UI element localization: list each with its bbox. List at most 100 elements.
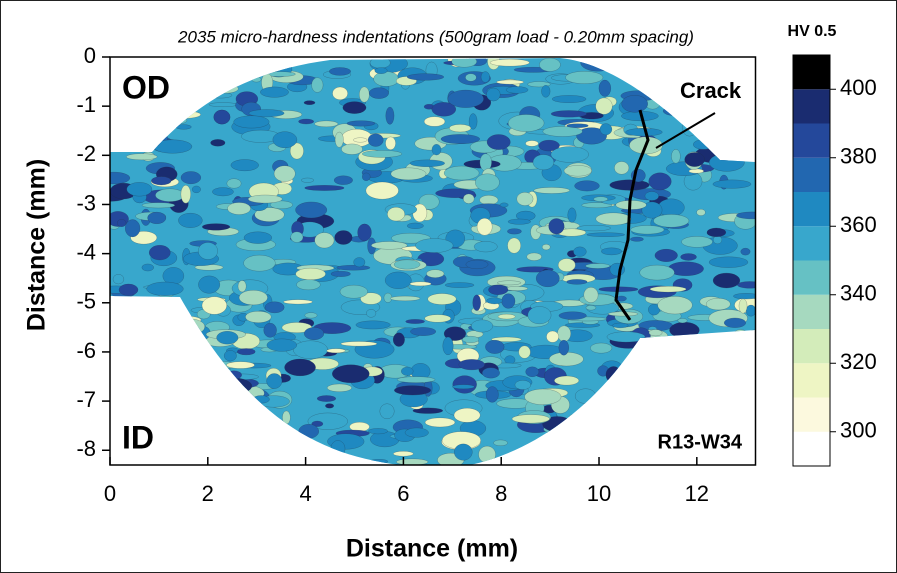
field-patch: [681, 382, 699, 397]
field-patch: [449, 124, 472, 133]
field-patch: [205, 394, 237, 412]
field-patch: [480, 71, 490, 83]
field-patch: [254, 207, 285, 222]
field-patch: [151, 176, 172, 186]
field-patch: [110, 421, 123, 438]
field-patch: [333, 175, 353, 185]
field-patch: [334, 131, 344, 148]
field-patch: [118, 312, 146, 321]
field-patch: [244, 427, 277, 435]
field-patch: [134, 59, 154, 67]
field-patch: [198, 73, 222, 84]
colorbar-tick-label: 320: [840, 349, 877, 374]
field-patch: [571, 411, 599, 430]
field-patch: [385, 106, 395, 125]
field-patch: [145, 375, 175, 395]
field-patch: [245, 310, 272, 323]
field-patch: [708, 256, 749, 268]
field-patch: [282, 410, 291, 425]
field-patch: [708, 153, 745, 172]
field-patch: [662, 411, 700, 429]
field-patch: [507, 218, 531, 225]
field-patch: [662, 383, 702, 399]
field-patch: [213, 109, 231, 125]
field-patch: [311, 420, 324, 427]
field-patch: [590, 342, 613, 354]
field-patch: [475, 173, 500, 192]
field-patch: [384, 271, 412, 289]
field-patch: [126, 153, 158, 161]
field-patch: [353, 257, 366, 268]
field-patch: [669, 322, 700, 339]
field-patch: [563, 165, 592, 177]
field-patch: [180, 62, 202, 79]
field-patch: [229, 402, 252, 416]
field-patch: [138, 342, 149, 352]
field-patch: [158, 436, 187, 446]
field-patch: [716, 386, 727, 393]
field-patch: [681, 58, 715, 74]
field-patch: [714, 106, 733, 117]
field-patch: [675, 415, 695, 426]
field-patch: [187, 446, 198, 458]
field-patch: [211, 446, 249, 459]
colorbar-band: [793, 294, 830, 329]
field-patch: [207, 364, 225, 382]
field-patch: [316, 395, 337, 402]
field-patch: [462, 335, 480, 343]
field-patch: [151, 311, 180, 324]
field-patch: [150, 123, 169, 129]
colorbar-tick-label: 380: [840, 144, 877, 169]
field-patch: [264, 301, 285, 314]
field-patch: [431, 102, 457, 117]
field-patch: [677, 395, 692, 409]
field-patch: [213, 73, 250, 82]
y-axis-label: Distance (mm): [23, 159, 51, 331]
field-patch: [677, 348, 703, 357]
field-patch: [554, 375, 580, 386]
field-patch: [171, 64, 199, 78]
field-patch: [550, 146, 589, 163]
field-patch: [427, 293, 457, 305]
field-patch: [191, 86, 204, 93]
field-patch: [566, 279, 588, 285]
field-patch: [228, 58, 241, 63]
field-patch: [655, 379, 691, 387]
field-patch: [606, 410, 616, 417]
field-patch: [576, 127, 607, 145]
field-patch: [670, 93, 680, 110]
field-patch: [340, 341, 378, 347]
field-patch: [202, 223, 231, 231]
field-patch: [653, 371, 686, 389]
field-patch: [723, 317, 746, 328]
field-patch: [303, 100, 316, 105]
field-patch: [440, 134, 480, 144]
field-patch: [468, 113, 478, 130]
field-patch: [373, 71, 400, 87]
field-patch: [527, 306, 552, 325]
field-patch: [198, 275, 221, 294]
field-patch: [269, 200, 293, 210]
field-patch: [535, 269, 560, 288]
field-patch: [112, 274, 125, 285]
field-patch: [637, 70, 653, 78]
field-patch: [605, 366, 622, 384]
colorbar-band: [793, 226, 830, 261]
field-patch: [263, 322, 277, 338]
field-patch: [396, 458, 429, 465]
field-patch: [227, 202, 251, 215]
field-patch: [118, 283, 139, 296]
x-tick-label: 2: [202, 481, 214, 506]
field-patch: [616, 399, 647, 415]
field-patch: [260, 86, 289, 98]
field-patch: [147, 211, 167, 224]
field-patch: [409, 159, 445, 167]
field-patch: [126, 405, 157, 418]
field-patch: [409, 281, 432, 287]
field-patch: [212, 83, 239, 94]
field-patch: [674, 101, 691, 117]
field-patch: [686, 62, 724, 70]
field-patch: [390, 295, 421, 302]
field-patch: [705, 298, 731, 311]
field-patch: [522, 447, 541, 463]
